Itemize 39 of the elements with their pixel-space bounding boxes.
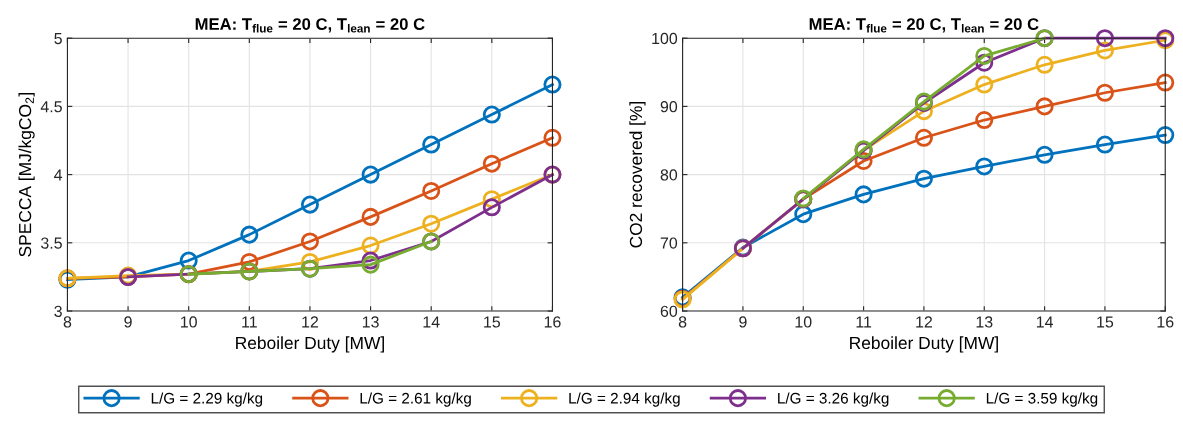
y-tick-label: 4.5 — [40, 101, 62, 113]
legend-label: L/G = 3.26 kg/kg — [778, 392, 889, 407]
y-tick-label: 70 — [660, 237, 678, 249]
y-tick-label: 4 — [54, 169, 63, 181]
x-tick-label: 16 — [1157, 316, 1174, 328]
x-tick-label: 14 — [423, 316, 440, 328]
y-tick-label: 90 — [660, 101, 678, 113]
x-tick-label: 8 — [63, 316, 72, 328]
x-axis-title: Reboiler Duty [MW] — [236, 336, 384, 353]
x-tick-label: 12 — [302, 316, 319, 328]
x-tick-label: 8 — [678, 316, 687, 328]
y-axis-title: CO2 recovered [%] — [629, 102, 646, 248]
x-tick-label: 11 — [242, 316, 257, 328]
y-tick-label: 3.5 — [40, 237, 62, 249]
y-tick-label: 100 — [652, 32, 678, 45]
y-tick-label: 60 — [660, 305, 678, 317]
x-tick-label: 15 — [484, 316, 501, 328]
x-tick-label: 12 — [916, 316, 932, 328]
y-tick-label: 80 — [660, 169, 678, 181]
x-tick-label: 14 — [1036, 316, 1054, 328]
x-tick-label: 10 — [795, 316, 812, 328]
x-axis-title: Reboiler Duty [MW] — [850, 336, 998, 353]
x-tick-label: 16 — [544, 316, 561, 328]
y-axis-title: SPECCA [MJ/kgCO$_{2}$] — [18, 93, 35, 257]
x-tick-label: 13 — [362, 316, 379, 328]
chart-title: MEA: T$_{flue}$ = 20 C, T$_{lean}$ = 20 C — [809, 18, 1039, 33]
x-tick-label: 13 — [976, 316, 993, 328]
y-tick-label: 5 — [54, 32, 62, 45]
x-tick-label: 10 — [181, 316, 197, 328]
y-tick-label: 3 — [54, 305, 62, 317]
legend-label: L/G = 2.94 kg/kg — [569, 392, 680, 407]
x-tick-label: 11 — [856, 316, 872, 328]
legend-label: L/G = 2.61 kg/kg — [360, 392, 471, 407]
legend-label: L/G = 3.59 kg/kg — [986, 392, 1098, 407]
chart-title: MEA: T$_{flue}$ = 20 C, T$_{lean}$ = 20 C — [195, 18, 425, 33]
x-tick-label: 9 — [739, 316, 747, 328]
legend-label: L/G = 2.29 kg/kg — [151, 392, 263, 407]
x-tick-label: 15 — [1097, 316, 1114, 328]
x-tick-label: 9 — [124, 316, 132, 328]
